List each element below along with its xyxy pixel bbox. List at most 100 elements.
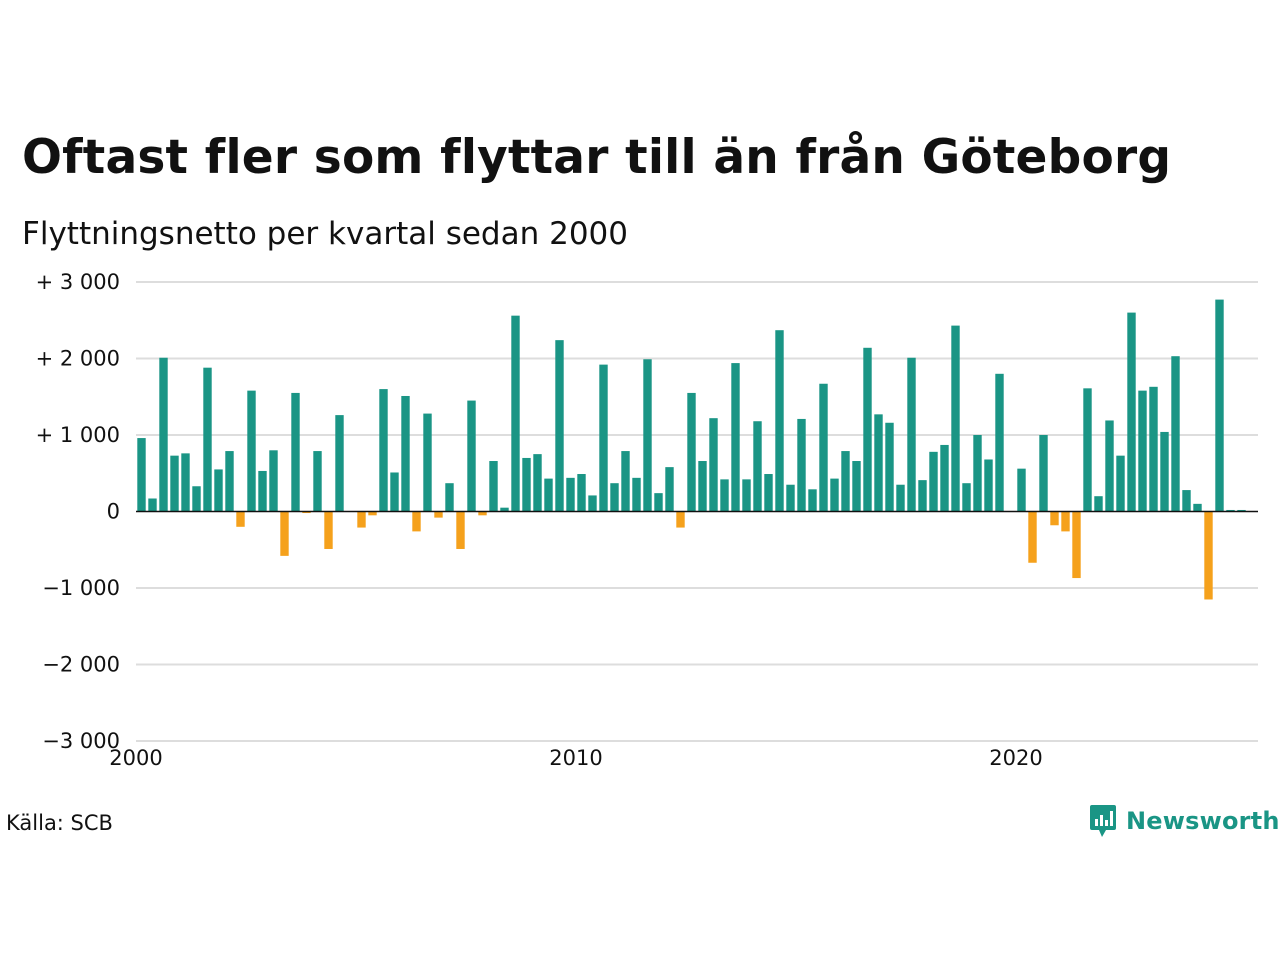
chart-bubble-icon: [1090, 805, 1116, 837]
bar: [500, 507, 509, 512]
bar: [951, 325, 960, 512]
bar: [203, 367, 212, 512]
bar: [819, 383, 828, 512]
bar: [412, 511, 421, 532]
bar: [313, 451, 322, 512]
y-tick-label: −2 000: [42, 653, 120, 677]
bar: [841, 451, 850, 512]
bar: [1149, 386, 1158, 512]
bar: [1237, 509, 1246, 512]
bar: [907, 357, 916, 512]
bar: [1083, 388, 1092, 512]
bar: [533, 454, 542, 512]
bar: [665, 467, 674, 512]
source-note: Källa: SCB: [6, 811, 113, 835]
bar: [269, 450, 278, 512]
bar: [390, 472, 399, 512]
bar: [170, 455, 179, 512]
bar: [467, 400, 476, 512]
bar: [676, 511, 685, 528]
bar: [918, 480, 927, 512]
bar: [1072, 511, 1081, 579]
bar: [1017, 468, 1026, 512]
bar: [984, 459, 993, 512]
chart-subtitle: Flyttningsnetto per kvartal sedan 2000: [22, 216, 628, 252]
bar: [324, 511, 333, 549]
bar: [522, 457, 531, 512]
bar: [709, 418, 718, 512]
bar: [863, 347, 872, 512]
brand-logo: Newsworthy: [1088, 804, 1280, 838]
bar: [291, 392, 300, 512]
bar: [610, 483, 619, 512]
bar: [720, 479, 729, 512]
bar: [181, 453, 190, 512]
bar: [423, 413, 432, 512]
bar: [973, 435, 982, 512]
bar: [258, 470, 267, 512]
x-tick-label: 2010: [549, 746, 602, 770]
x-tick-label: 2000: [109, 746, 162, 770]
bar: [335, 415, 344, 512]
bar: [401, 395, 410, 512]
bar: [511, 315, 520, 512]
bar: [368, 511, 377, 516]
bar: [1182, 490, 1191, 512]
bar: [995, 373, 1004, 512]
bar: [896, 484, 905, 512]
bar: [1061, 511, 1070, 532]
bar: [445, 483, 454, 512]
bar: [1215, 299, 1224, 512]
y-tick-label: −1 000: [42, 576, 120, 600]
bar: [489, 461, 498, 512]
bar: [962, 483, 971, 512]
bar: [137, 438, 146, 512]
bar: [148, 498, 157, 512]
bar: [247, 390, 256, 512]
bar: [214, 469, 223, 512]
bar: [1105, 420, 1114, 512]
bar: [302, 511, 311, 514]
bar: [1094, 496, 1103, 512]
brand-name: Newsworthy: [1126, 807, 1280, 835]
bar: [632, 477, 641, 512]
y-tick-label: + 2 000: [36, 347, 120, 371]
bar: [753, 421, 762, 512]
bar: [885, 422, 894, 512]
bar: [1028, 511, 1037, 563]
bar-chart: + 3 000 + 2 000 + 1 000 0 −1 000 −2 000 −3 000…: [36, 270, 1258, 770]
bar: [599, 364, 608, 512]
chart-title: Oftast fler som flyttar till än från Göt…: [22, 130, 1172, 185]
bar: [1039, 435, 1048, 512]
bar: [192, 486, 201, 512]
bar: [929, 451, 938, 512]
bar: [544, 478, 553, 512]
bar: [764, 474, 773, 512]
bar: [280, 511, 289, 556]
bar: [852, 461, 861, 512]
bar: [379, 389, 388, 512]
bar: [698, 461, 707, 512]
y-tick-label: + 3 000: [36, 270, 120, 294]
y-tick-label: + 1 000: [36, 423, 120, 447]
bar: [577, 474, 586, 512]
x-tick-label: 2020: [989, 746, 1042, 770]
bar: [775, 330, 784, 512]
bar: [588, 495, 597, 512]
bar: [1204, 511, 1213, 600]
bar: [1050, 511, 1059, 526]
bar: [1226, 509, 1235, 512]
bar: [555, 340, 564, 512]
bar: [236, 511, 245, 527]
y-tick-label: −3 000: [42, 729, 120, 753]
bar: [1171, 356, 1180, 512]
bar: [621, 451, 630, 512]
bar: [478, 511, 487, 516]
bar: [1138, 390, 1147, 512]
bar: [1127, 312, 1136, 512]
bar: [1193, 503, 1202, 512]
bar: [731, 363, 740, 512]
bar: [742, 479, 751, 512]
bar: [1116, 455, 1125, 512]
bar: [830, 478, 839, 512]
